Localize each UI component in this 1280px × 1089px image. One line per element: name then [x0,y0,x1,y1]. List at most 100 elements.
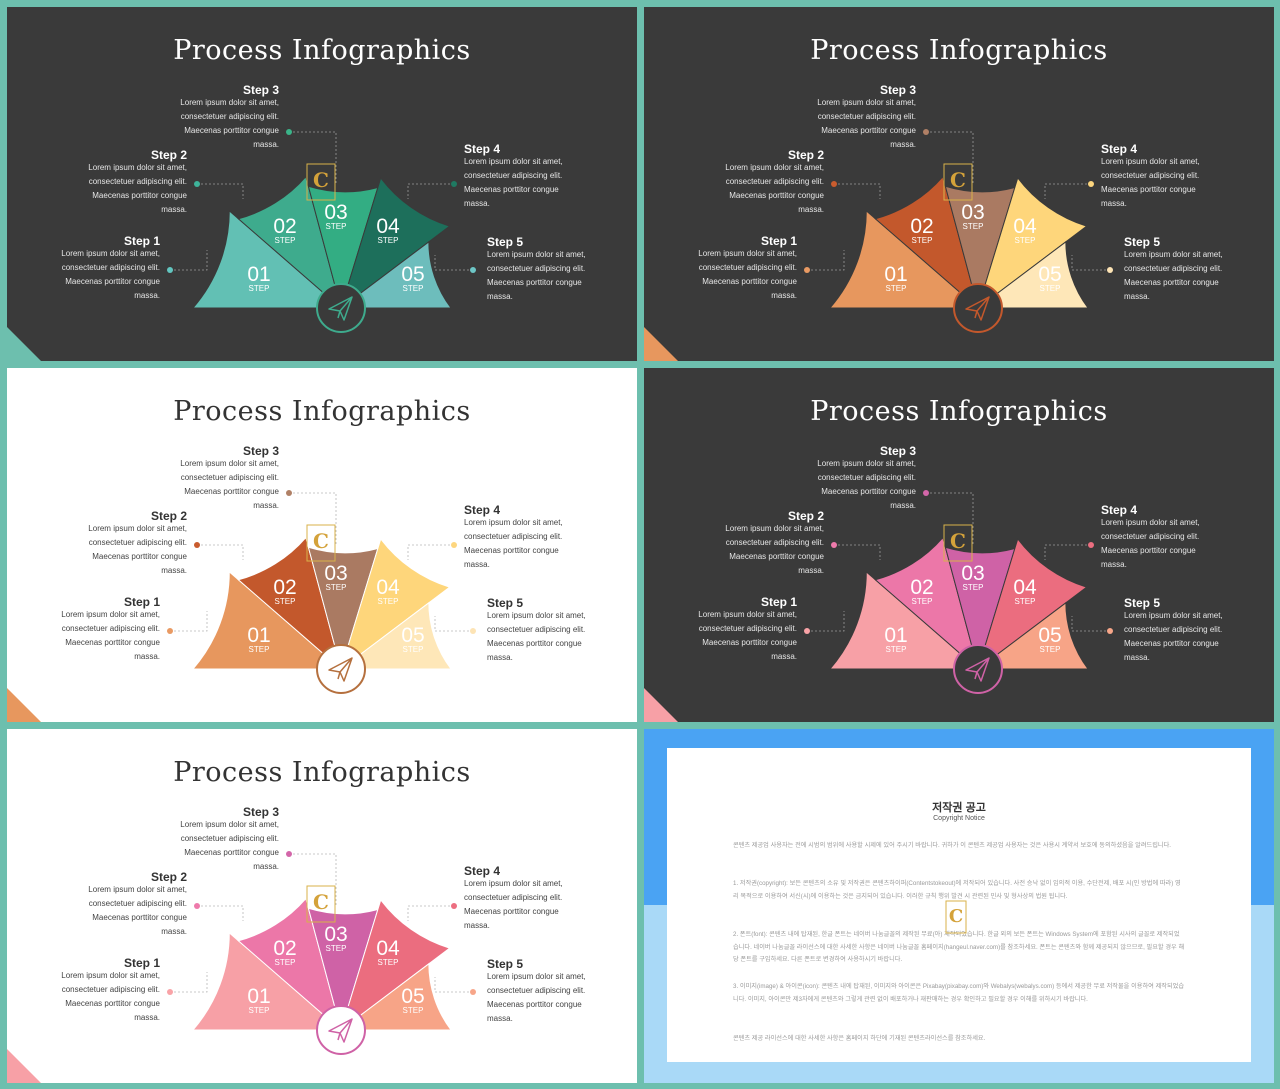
step-description-line: massa. [487,292,513,301]
step-description-line: massa. [771,652,797,661]
step-description-line: Lorem ipsum dolor sit amet, [487,611,586,620]
slide-title: Process Infographics [173,757,471,788]
step-caption: STEP [275,236,296,245]
step-number: 01 [884,263,907,286]
step-description-line: massa. [253,862,279,871]
step-caption: STEP [326,583,347,592]
watermark-logo-icon: C [943,163,973,201]
step-segment-4[interactable]: 04 STEP [983,176,1088,296]
step-heading: Step 4 [1101,142,1137,156]
slide-5[interactable]: Process Infographics 01 STEP 02 STEP 03 STEP 04… [7,729,637,1083]
step-caption: STEP [249,284,270,293]
step-caption: STEP [378,958,399,967]
step-number: 01 [247,624,270,647]
step-description-line: Lorem ipsum dolor sit amet, [88,163,187,172]
step-description-line: massa. [464,921,490,930]
step-description-line: consectetuer adipiscing elit. [1101,532,1199,541]
step-description-line: massa. [161,566,187,575]
step-caption: STEP [249,1006,270,1015]
watermark-logo-icon: C [306,524,336,562]
step-description-line: Lorem ipsum dolor sit amet, [464,518,563,527]
step-number: 02 [273,576,296,599]
step-description-line: massa. [890,501,916,510]
notice-card: 저작권 공고 Copyright Notice 콘텐츠 제공업 사용자는 전에 … [667,748,1251,1062]
step-number: 02 [273,215,296,238]
notice-title: 저작권 공고 [932,802,986,814]
step-description-line: Lorem ipsum dolor sit amet, [464,879,563,888]
step-description-line: consectetuer adipiscing elit. [487,625,585,634]
step-caption: STEP [249,645,270,654]
step-number: 03 [324,923,347,946]
step-description-line: consectetuer adipiscing elit. [181,473,279,482]
svg-text:C: C [313,890,329,914]
step-description-line: Lorem ipsum dolor sit amet, [725,163,824,172]
step-segment-2[interactable]: 02 STEP [237,536,336,656]
step-caption: STEP [1040,284,1061,293]
step-description-line: Maecenas porttitor congue [184,848,279,857]
watermark-logo-icon: C [306,885,336,923]
step-caption: STEP [403,1006,424,1015]
step-description-line: Lorem ipsum dolor sit amet, [61,971,160,980]
step-number: 05 [401,263,424,286]
step-heading: Step 2 [151,509,187,523]
step-description-line: massa. [1101,560,1127,569]
step-heading: Step 5 [1124,235,1160,249]
step-description-line: Maecenas porttitor congue [487,639,582,648]
step-heading: Step 3 [243,83,279,97]
step-description-line: Maecenas porttitor congue [821,487,916,496]
step-description-line: Lorem ipsum dolor sit amet, [88,885,187,894]
step-caption: STEP [378,597,399,606]
step-description-line: consectetuer adipiscing elit. [62,624,160,633]
step-caption: STEP [1040,645,1061,654]
svg-text:C: C [313,529,329,553]
step-description-line: Lorem ipsum dolor sit amet, [817,98,916,107]
step-description-line: massa. [464,199,490,208]
slide-3[interactable]: Process Infographics 01 STEP 02 STEP 03 STEP 04… [7,368,637,722]
corner-accent [7,1049,41,1083]
step-heading: Step 5 [1124,596,1160,610]
slide-2[interactable]: Process Infographics 01 STEP 02 STEP 03 STEP 04… [644,7,1274,361]
step-number: 03 [324,201,347,224]
step-number: 05 [401,624,424,647]
step-description-line: consectetuer adipiscing elit. [1124,264,1222,273]
step-heading: Step 1 [124,956,160,970]
notice-paragraph-image: 3. 이미지(image) & 아이콘(icon): 콘텐츠 내에 탑재된, 이… [733,983,1185,1003]
slide-copyright-notice[interactable]: 저작권 공고 Copyright Notice 콘텐츠 제공업 사용자는 전에 … [644,729,1274,1083]
slide-4[interactable]: Process Infographics 01 STEP 02 STEP 03 STEP 04… [644,368,1274,722]
step-number: 04 [1013,215,1037,238]
step-description-line: Lorem ipsum dolor sit amet, [180,820,279,829]
step-heading: Step 3 [243,805,279,819]
step-description-line: consectetuer adipiscing elit. [181,834,279,843]
step-description-line: Lorem ipsum dolor sit amet, [88,524,187,533]
slide-1[interactable]: Process Infographics 01 STEP 02 STEP 03 STEP 04… [7,7,637,361]
step-description-line: Maecenas porttitor congue [65,638,160,647]
step-description-line: Maecenas porttitor congue [821,126,916,135]
step-number: 01 [884,624,907,647]
slide-title: Process Infographics [810,35,1108,66]
